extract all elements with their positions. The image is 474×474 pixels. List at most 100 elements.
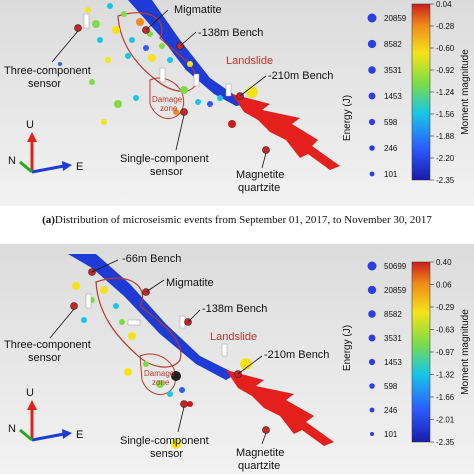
label-magnetite-2: quartzite — [238, 182, 280, 194]
label-landslide: Landslide — [210, 331, 257, 343]
energy-legend-value: 598 — [384, 382, 398, 391]
magnitude-tick-label: -2.20 — [436, 154, 455, 163]
label-single-comp-2: sensor — [150, 166, 183, 178]
landslide-outline — [95, 277, 182, 368]
caption-a-text: Distribution of microseismic events from… — [54, 214, 432, 226]
bench-strip — [68, 254, 236, 380]
energy-legend-value: 246 — [384, 406, 398, 415]
caption-a-tag: (a) — [42, 214, 55, 226]
label-three-comp-1: Three-component — [4, 339, 91, 351]
magnitude-tick-label: -0.60 — [436, 44, 455, 53]
panel-b-scene: -66m Bench Migmatite -138m Bench -210m B… — [0, 244, 474, 474]
energy-legend-value: 101 — [384, 430, 398, 439]
energy-legend-value: 3531 — [384, 66, 402, 75]
sensor-markers — [85, 293, 228, 357]
axis-n-label: N — [8, 423, 16, 435]
magnitude-tick-label: 0.04 — [436, 0, 452, 9]
energy-legend-dot — [369, 407, 375, 413]
label-damage-1: Damage — [144, 369, 175, 378]
energy-legend-value: 50699 — [384, 262, 407, 271]
energy-title: Energy (J) — [342, 95, 353, 141]
energy-legend-dot — [368, 92, 376, 100]
label-damage-2: zone — [152, 378, 170, 387]
energy-legend-dot — [367, 285, 377, 295]
energy-legend-value: 20859 — [384, 286, 407, 295]
energy-legend-dot — [369, 383, 375, 389]
label-magnetite-1: Magnetite — [236, 169, 284, 181]
magnitude-tick-label: 0.40 — [436, 258, 452, 267]
energy-legend-dot — [368, 334, 376, 342]
energy-legend-value: 3531 — [384, 334, 402, 343]
magnitude-tick-label: -0.97 — [436, 348, 455, 357]
axis-u-label: U — [26, 387, 34, 399]
magnitude-tick-label: -0.29 — [436, 303, 455, 312]
sensor-markers — [83, 13, 232, 97]
axis-e-label: E — [76, 161, 83, 173]
energy-legend-dot — [367, 39, 377, 49]
energy-title: Energy (J) — [342, 325, 353, 371]
axis-u-label: U — [26, 119, 34, 131]
axis-triad: U N E — [8, 119, 83, 174]
panel-b-background — [0, 244, 474, 474]
axis-e-label: E — [76, 429, 83, 441]
axis-n-label: N — [8, 155, 16, 167]
panel-a: Migmatite -138m Bench -210m Bench Landsl… — [0, 0, 474, 206]
magnitude-tick-label: -2.01 — [436, 416, 455, 425]
energy-legend-dot — [369, 145, 375, 151]
energy-legend: 20859 8582 3531 1453 598 246 101 — [367, 13, 407, 179]
panel-a-scene: Migmatite -138m Bench -210m Bench Landsl… — [0, 0, 474, 206]
caption-a: (a)Distribution of microseismic events f… — [0, 214, 474, 226]
panel-b: -66m Bench Migmatite -138m Bench -210m B… — [0, 244, 474, 474]
magnitude-colorbar — [411, 261, 431, 443]
event-cloud — [58, 3, 258, 128]
magnitude-tick-label: -1.24 — [436, 88, 455, 97]
event-cloud — [72, 282, 252, 449]
sensor-dots — [70, 268, 270, 434]
label-magnetite-2: quartzite — [238, 460, 280, 472]
energy-legend-value: 1453 — [384, 358, 402, 367]
leader-lines — [49, 259, 267, 445]
energy-legend-dot — [369, 431, 375, 437]
bench-strip — [128, 0, 250, 106]
energy-legend: 50699 20859 8582 3531 1453 598 246 101 — [367, 261, 407, 439]
label-damage-2: zone — [160, 104, 178, 113]
label-migmatite: Migmatite — [166, 277, 214, 289]
magnitude-tick-label: -1.56 — [436, 110, 455, 119]
energy-legend-dot — [368, 118, 376, 126]
energy-legend-dot — [369, 171, 375, 177]
magnitude-tick-label: -0.92 — [436, 66, 455, 75]
label-three-comp-1: Three-component — [4, 65, 91, 77]
magnitude-ticks: 0.40 0.06 -0.29 -0.63 -0.97 -1.32 -1.66 -2.01 -2… — [430, 258, 455, 447]
label-single-comp-1: Single-component — [120, 435, 209, 447]
energy-legend-dot — [367, 261, 377, 271]
label-bench-66: -66m Bench — [122, 253, 181, 265]
label-damage-1: Damage — [152, 95, 183, 104]
label-three-comp-2: sensor — [28, 352, 61, 364]
label-migmatite: Migmatite — [174, 4, 222, 16]
energy-legend-value: 101 — [384, 170, 398, 179]
energy-legend-value: 20859 — [384, 14, 407, 23]
magnitude-title: Moment magnitude — [460, 49, 471, 135]
magnitude-tick-label: -1.32 — [436, 371, 455, 380]
magnitude-title: Moment magnitude — [460, 309, 471, 395]
magnitude-tick-label: -2.35 — [436, 176, 455, 185]
magnitude-tick-label: 0.06 — [436, 281, 452, 290]
damage-zone-outline — [139, 353, 177, 395]
energy-legend-value: 246 — [384, 144, 398, 153]
energy-legend-dot — [368, 66, 376, 74]
magnetite-zone — [232, 94, 340, 170]
label-single-comp-1: Single-component — [120, 153, 209, 165]
label-bench-210: -210m Bench — [268, 70, 333, 82]
label-bench-138: -138m Bench — [202, 303, 267, 315]
energy-legend-value: 1453 — [384, 92, 402, 101]
energy-legend-dot — [368, 358, 376, 366]
energy-legend-value: 8582 — [384, 40, 402, 49]
energy-legend-value: 8582 — [384, 310, 402, 319]
leader-lines — [51, 9, 267, 169]
magnitude-tick-label: -1.66 — [436, 393, 455, 402]
energy-legend-dot — [368, 310, 376, 318]
magnitude-tick-label: -0.63 — [436, 326, 455, 335]
label-bench-210: -210m Bench — [264, 349, 329, 361]
energy-legend-dot — [367, 13, 377, 23]
label-landslide: Landslide — [226, 55, 273, 67]
